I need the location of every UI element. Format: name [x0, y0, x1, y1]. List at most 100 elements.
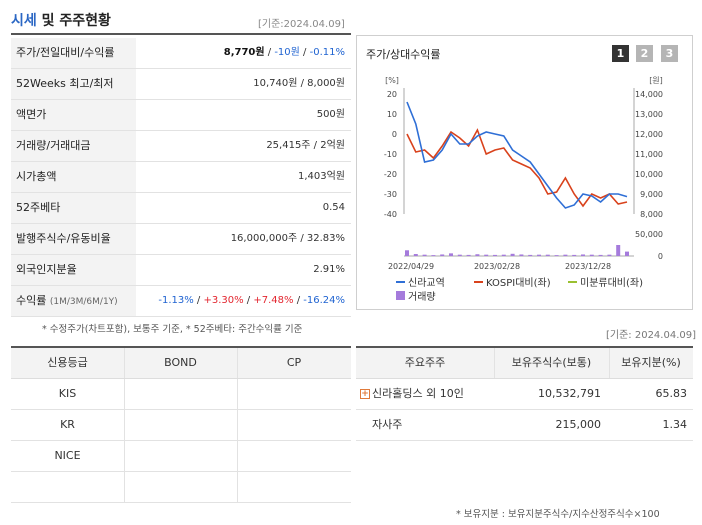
- row-label: 발행주식수/유동비율: [11, 224, 136, 254]
- shareholders-footnote: * 보유지분 : 보유지분주식수/지수산정주식수×100: [456, 506, 660, 520]
- volume-bar: [528, 255, 532, 256]
- volume-bar: [449, 253, 453, 256]
- volume-bar: [555, 255, 559, 256]
- cp-rating: [237, 410, 351, 440]
- right-tick-label: 9,000: [640, 190, 663, 199]
- expand-plus-icon[interactable]: +: [360, 389, 370, 399]
- chart-tab-3-button[interactable]: 3: [661, 45, 678, 62]
- volume-bar: [414, 254, 418, 256]
- table-row: NICE: [11, 441, 351, 472]
- volume-bar: [581, 254, 585, 256]
- legend-kospi-label: KOSPI대비(좌): [486, 277, 551, 289]
- share-percent: 1.34: [663, 410, 688, 440]
- column-header: 보유지분(%): [609, 348, 693, 378]
- chart-tab-1-button[interactable]: 1: [612, 45, 629, 62]
- table-row: 시가총액 1,403억원: [11, 162, 351, 193]
- legend-stock-label: 신라교역: [408, 277, 445, 289]
- volume-bar: [607, 255, 611, 256]
- cp-rating: [237, 472, 351, 502]
- left-tick-label: -10: [384, 150, 397, 159]
- column-header: 신용등급: [11, 348, 124, 378]
- volume-bar: [423, 255, 427, 256]
- table-row: 액면가 500원: [11, 100, 351, 131]
- volume-bar: [502, 255, 506, 256]
- table-row: 거래량/거래대금 25,415주 / 2억원: [11, 131, 351, 162]
- table-row: 52주베타 0.54: [11, 193, 351, 224]
- table-row: 발행주식수/유동비율 16,000,000주 / 32.83%: [11, 224, 351, 255]
- share-count: 215,000: [556, 410, 602, 440]
- agency-name: [11, 472, 124, 502]
- row-label: 52주베타: [11, 193, 136, 223]
- row-value: 500원: [317, 100, 345, 130]
- table-footnote: * 수정주가(차트포함), 보통주 기준, * 52주베타: 주간수익률 기준: [42, 321, 302, 335]
- volume-bar: [572, 255, 576, 256]
- row-label: 액면가: [11, 100, 136, 130]
- bond-rating: [124, 472, 237, 502]
- table-row[interactable]: + 신라홀딩스 외 10인 10,532,791 65.83: [356, 379, 693, 410]
- table-row: 수익률 (1M/3M/6M/1Y) -1.13% / +3.30% / +7.4…: [11, 286, 351, 317]
- volume-bar: [625, 252, 629, 256]
- volume-bar: [599, 255, 603, 256]
- row-label: 외국인지분율: [11, 255, 136, 285]
- table-header: 신용등급 BOND CP: [11, 348, 351, 379]
- column-header: 주요주주: [356, 348, 494, 378]
- row-value: 0.54: [323, 193, 345, 223]
- volume-bar: [493, 255, 497, 256]
- left-tick-label: 10: [387, 110, 397, 119]
- row-label: 수익률 (1M/3M/6M/1Y): [11, 286, 136, 316]
- right-tick-label: 12,000: [635, 130, 663, 139]
- volume-tick-label: 50,000: [635, 230, 663, 239]
- stock-chart: [%] [원]20100-10-20-30-4014,00013,00012,00…: [356, 70, 693, 305]
- credit-rating-table: 신용등급 BOND CP KIS KR NICE: [11, 346, 351, 503]
- cp-rating: [237, 441, 351, 471]
- legend-volume-swatch: [396, 291, 405, 300]
- row-label: 주가/전일대비/수익률: [11, 38, 136, 68]
- volume-bar: [458, 255, 462, 256]
- volume-bar: [475, 254, 479, 256]
- left-tick-label: 20: [387, 90, 397, 99]
- shareholders-date: [기준: 2024.04.09]: [606, 326, 696, 341]
- chart-tab-2-button[interactable]: 2: [636, 45, 653, 62]
- right-axis-unit: [원]: [649, 76, 663, 85]
- column-header: CP: [237, 348, 351, 378]
- volume-bar: [537, 255, 541, 256]
- row-value: 10,740원 / 8,000원: [253, 69, 345, 99]
- table-row: [11, 472, 351, 503]
- volume-bar: [616, 245, 620, 256]
- table-row: 자사주 215,000 1.34: [356, 410, 693, 441]
- table-row: KR: [11, 410, 351, 441]
- row-value: 2.91%: [313, 255, 345, 285]
- x-tick-label: 2022/04/29: [388, 262, 434, 271]
- share-percent: 65.83: [656, 379, 688, 409]
- shareholder-name[interactable]: 신라홀딩스 외 10인: [372, 379, 464, 409]
- agency-name: KIS: [11, 379, 124, 409]
- kospi-relative-line: [407, 130, 627, 206]
- row-value: 25,415주 / 2억원: [266, 131, 345, 161]
- column-header: BOND: [124, 348, 237, 378]
- bond-rating: [124, 441, 237, 471]
- bond-rating: [124, 410, 237, 440]
- agency-name: NICE: [11, 441, 124, 471]
- volume-bar: [590, 255, 594, 256]
- volume-bar: [431, 255, 435, 256]
- reference-date: [기준:2024.04.09]: [258, 15, 345, 30]
- stock-price-line: [407, 102, 627, 208]
- row-label: 52Weeks 최고/최저: [11, 69, 136, 99]
- x-tick-label: 2023/12/28: [565, 262, 611, 271]
- row-label: 거래량/거래대금: [11, 131, 136, 161]
- right-tick-label: 10,000: [635, 170, 663, 179]
- row-value: 1,403억원: [298, 162, 345, 192]
- table-row: 주가/전일대비/수익률 8,770원 / -10원 / -0.11%: [11, 38, 351, 69]
- table-row: 외국인지분율 2.91%: [11, 255, 351, 286]
- left-tick-label: 0: [392, 130, 397, 139]
- price-table: 주가/전일대비/수익률 8,770원 / -10원 / -0.11% 52Wee…: [11, 38, 351, 317]
- right-tick-label: 13,000: [635, 110, 663, 119]
- right-tick-label: 8,000: [640, 210, 663, 219]
- bond-rating: [124, 379, 237, 409]
- volume-bar: [467, 255, 471, 256]
- legend-unclassified-label: 미분류대비(좌): [580, 277, 643, 289]
- shareholder-name: 자사주: [372, 410, 402, 440]
- x-tick-label: 2023/02/28: [474, 262, 520, 271]
- volume-bar: [405, 250, 409, 256]
- share-count: 10,532,791: [538, 379, 601, 409]
